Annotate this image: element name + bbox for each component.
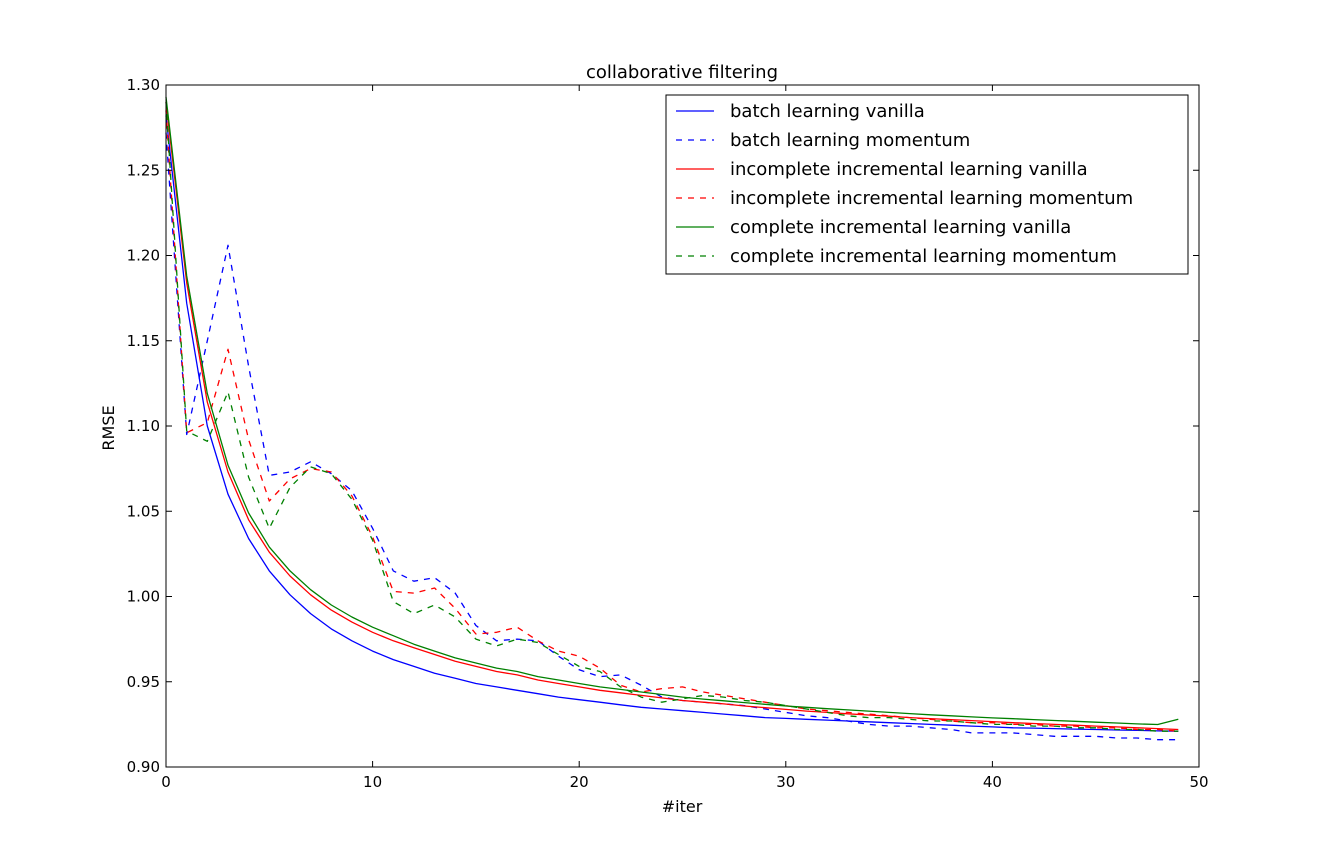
series-line-5 <box>165 96 1179 726</box>
legend-label-5: complete incremental learning vanilla <box>730 217 1071 238</box>
y-tick-label: 1.00 <box>127 588 160 606</box>
x-tick-label: 0 <box>161 773 171 791</box>
x-axis-label: #iter <box>662 797 703 816</box>
y-tick-label: 1.25 <box>127 161 160 179</box>
y-axis-label: RMSE <box>99 405 118 450</box>
y-tick-label: 1.15 <box>127 332 160 350</box>
ticks-layer: 0 10 20 30 40 50 0.90 0.95 1.00 1.05 1.10 1.15 1.20 1… <box>127 76 1209 791</box>
series-layer <box>165 96 1179 741</box>
legend-label-1: batch learning vanilla <box>730 101 925 122</box>
chart-title: collaborative filtering <box>586 62 778 83</box>
series-line-6 <box>165 102 1179 732</box>
legend-label-2: batch learning momentum <box>730 130 970 151</box>
y-tick-label: 1.30 <box>127 76 160 94</box>
series-line-4 <box>165 110 1179 732</box>
legend-label-3: incomplete incremental learning vanilla <box>730 159 1088 180</box>
legend-label-4: incomplete incremental learning momentum <box>730 188 1133 209</box>
y-tick-label: 1.20 <box>127 247 160 265</box>
y-tick-label: 0.95 <box>127 673 160 691</box>
legend-label-6: complete incremental learning momentum <box>730 246 1117 267</box>
y-tick-label: 1.10 <box>127 417 160 435</box>
legend: batch learning vanilla batch learning mom… <box>665 94 1189 275</box>
x-tick-label: 50 <box>1189 773 1208 791</box>
series-line-3 <box>165 102 1179 731</box>
x-tick-label: 10 <box>363 773 382 791</box>
x-tick-label: 30 <box>776 773 795 791</box>
legend-box <box>665 94 1189 275</box>
series-line-1 <box>165 115 1179 732</box>
y-tick-label: 0.90 <box>127 758 160 776</box>
x-tick-label: 20 <box>570 773 589 791</box>
x-tick-label: 40 <box>983 773 1002 791</box>
y-tick-label: 1.05 <box>127 502 160 520</box>
